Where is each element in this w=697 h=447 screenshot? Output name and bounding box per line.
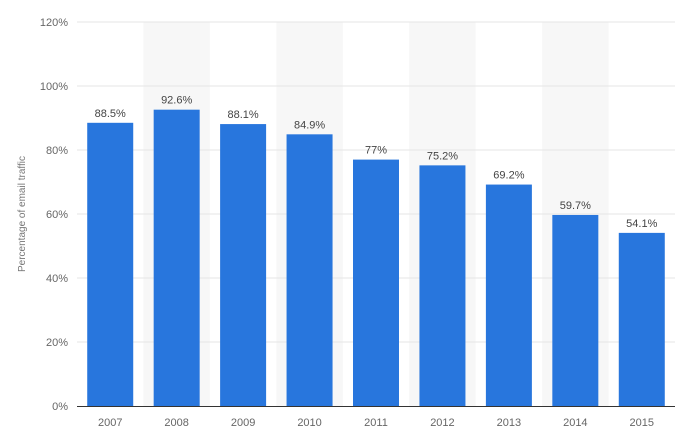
y-tick-label: 20% (46, 337, 68, 349)
x-tick-label-2011: 2011 (364, 417, 388, 429)
data-label-2007: 88.5% (95, 108, 126, 120)
y-tick-label: 0% (52, 401, 68, 413)
data-label-2010: 84.9% (294, 119, 325, 131)
y-tick-label: 40% (46, 273, 68, 285)
x-axis-ticks: 2007 2008 2009 2010 2011 2012 2013 2014 2015 (98, 417, 654, 429)
data-labels: 88.5% 92.6% 88.1% 84.9% 77% 75.2% 69.2% 59.7% 54… (95, 95, 658, 230)
bar-2014[interactable] (552, 214, 599, 406)
bar-2015[interactable] (618, 232, 665, 406)
y-tick-label: 80% (46, 145, 68, 157)
x-tick-label-2013: 2013 (497, 417, 521, 429)
bar-2011[interactable] (353, 159, 399, 406)
x-tick-label-2009: 2009 (231, 417, 255, 429)
data-label-2013: 69.2% (493, 170, 524, 182)
x-tick-label-2012: 2012 (430, 417, 454, 429)
y-axis-ticks: 0% 20% 40% 60% 80% 100% 120% (40, 17, 68, 413)
data-label-2012: 75.2% (427, 150, 458, 162)
data-label-2008: 92.6% (161, 95, 192, 107)
bar-2012[interactable] (419, 165, 466, 406)
data-label-2015: 54.1% (626, 218, 657, 230)
x-tick-label-2014: 2014 (563, 417, 587, 429)
data-label-2014: 59.7% (560, 200, 591, 212)
bars (87, 109, 665, 407)
data-label-2011: 77% (365, 145, 387, 157)
y-tick-label: 100% (40, 81, 68, 93)
x-tick-label-2010: 2010 (297, 417, 321, 429)
bar-2010[interactable] (286, 134, 333, 406)
bar-2008[interactable] (153, 109, 200, 407)
x-tick-label-2008: 2008 (164, 417, 188, 429)
y-tick-label: 120% (40, 17, 68, 29)
bar-2013[interactable] (485, 184, 532, 406)
y-tick-label: 60% (46, 209, 68, 221)
data-label-2009: 88.1% (228, 109, 259, 121)
x-tick-label-2015: 2015 (630, 417, 654, 429)
bar-2007[interactable] (87, 122, 134, 407)
x-tick-label-2007: 2007 (98, 417, 122, 429)
y-axis-title: Percentage of email traffic (17, 156, 28, 272)
bar-2009[interactable] (220, 124, 267, 406)
